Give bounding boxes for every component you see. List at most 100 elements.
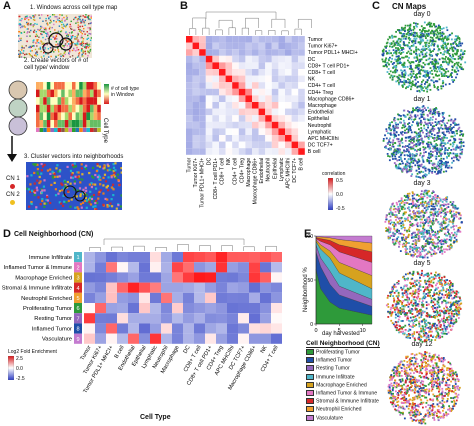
cn-legend-label: Immune Infiltrate [316, 373, 355, 380]
cn2-label: CN 2 [6, 192, 20, 198]
enrichment-heatmap: Immune Infiltrate 1 Inflamed Tumor & Immun… [2, 238, 282, 394]
cn-legend-label: Proliferating Tumor [316, 349, 360, 356]
panel-letter-d: D [3, 228, 11, 240]
corr-col-label: CD8+ T cell [220, 158, 226, 185]
day-label-0: day 0 [413, 11, 431, 18]
enrichment-colorbar-title: Log2 Fold Enrichment [8, 349, 57, 355]
corr-row-label: CD4+ T cell [308, 83, 335, 89]
panel-letter-e: E [304, 228, 312, 240]
corr-col-label: B cell [299, 158, 305, 171]
day-label-12: day 12 [411, 341, 433, 348]
cn-row-label: Inflamed Tumor & Immune [4, 265, 72, 271]
cn-legend-item: Vasculature [306, 414, 343, 421]
cn-legend-label: Macrophage Enriched [316, 382, 367, 389]
panel-a-step2: 2. Create vectors of # of cell type/ win… [24, 58, 89, 71]
corr-row-label: Macrophage [308, 103, 337, 109]
cn-row-label: Macrophage Enriched [15, 275, 72, 281]
corr-col-label: CD4+ T cell [233, 158, 239, 185]
cn-col-label: DC [182, 345, 191, 355]
panel-a: 1. Windows across cell type map 2. Creat… [0, 0, 178, 225]
cn-row-label: Immune Infiltrate [29, 255, 72, 261]
day-label-1: day 1 [413, 96, 431, 103]
arrow-down-icon [7, 136, 17, 162]
vector-legend-text: # of cell type in Window [111, 86, 140, 98]
cn-row-number: 6 [76, 306, 79, 312]
corr-row-label: Endothelial [308, 110, 334, 116]
enrich-tick-low: -2.5 [16, 376, 25, 382]
cn-legend-swatch [306, 349, 314, 355]
cn-map-stack [381, 21, 467, 425]
area-layer [315, 235, 373, 244]
enrich-tick-high: 2.5 [16, 356, 23, 362]
corr-tick-mid: 0.0 [336, 192, 343, 198]
corr-row-label: Epithelial [308, 116, 329, 122]
corr-col-label: CD4+ Treg [239, 158, 245, 183]
corr-col-label: Macrophage CD86+ [253, 158, 259, 205]
y-tick-label: 0 [310, 322, 313, 328]
panel-letter-b: B [180, 0, 188, 12]
cn-maps-title: CN Maps [392, 2, 427, 11]
corr-row-label: Tumor Ki67+ [308, 44, 338, 50]
cn-legend-label: Inflamed Tumor & Immune [316, 390, 378, 397]
cn-legend-label: Neutrophil Enriched [316, 406, 362, 413]
vector-colorbar [104, 84, 109, 104]
cn-map-0 [381, 21, 467, 93]
corr-row-label: APC MHCIIhi [308, 136, 339, 142]
cn-legend-item: Immune Infiltrate [306, 373, 355, 380]
cn-legend-item: Inflamed Tumor & Immune [306, 390, 377, 396]
cn-legend-swatch [306, 357, 314, 364]
corr-row-label: Lymphatic [308, 129, 332, 135]
cn-row-label: Proliferating Tumor [23, 306, 72, 312]
cell-type-map [18, 14, 92, 58]
cn-map-3 [385, 269, 463, 343]
cn-legend-swatch [306, 390, 314, 396]
cn-row-number: 2 [76, 265, 79, 271]
cn1-label: CN 1 [6, 176, 20, 182]
window-circles [8, 80, 28, 136]
cn-row-number: 4 [76, 286, 79, 292]
day-label-3: day 3 [413, 180, 431, 187]
corr-row-label: CD8+ T cell PD1+ [308, 63, 350, 69]
panel-a-step1: 1. Windows across cell type map [30, 5, 118, 11]
cn-legend-item: Proliferating Tumor [306, 349, 360, 355]
corr-row-label: Tumor [308, 37, 323, 43]
cn-legend-item: Macrophage Enriched [306, 381, 367, 389]
corr-row-label: Neutrophil [308, 123, 332, 129]
cn-row-label: Resting Tumor [34, 316, 72, 322]
corr-tick-high: 0.5 [336, 178, 343, 184]
cn-legend-label: Stromal & Immune Infiltrate [316, 398, 379, 405]
cn-row-number: 5 [76, 296, 79, 302]
cn-legend-item: Inflamed Tumor [306, 357, 352, 364]
cn-row-swatch [74, 292, 82, 303]
corr-tick-low: -0.5 [336, 206, 345, 212]
cn-legend-item: Stromal & Immune Infiltrate [306, 398, 379, 405]
cn-row-label: Neutrophil Enriched [21, 296, 72, 302]
enrich-tick-mid: 0.0 [16, 366, 23, 372]
corr-col-label: DC TCF7+ [292, 158, 298, 183]
cn-legend-swatch [306, 398, 314, 405]
panel-letter-a: A [3, 0, 11, 12]
corr-col-label: Epithelial [272, 158, 278, 179]
cn-map-1 [382, 105, 465, 179]
cn-legend-title: Cell Neighborhood (CN) [306, 340, 380, 348]
corr-col-label: Neutrophil [266, 158, 272, 182]
cn-row-swatch [74, 272, 82, 283]
enrichment-colorbar-bar [8, 356, 14, 380]
cn-row-swatch [74, 262, 82, 273]
cn-legend-swatch [306, 365, 314, 372]
cn-row-number: 7 [76, 316, 79, 322]
cn-row-label: Inflamed Tumor [32, 326, 72, 332]
cn-legend-label: Resting Tumor [316, 365, 350, 372]
panel-letter-c: C [372, 0, 380, 12]
cn-legend-item: Neutrophil Enriched [306, 406, 362, 413]
corr-row-label: NK [308, 77, 316, 83]
cn1-dot [10, 184, 15, 189]
cell-type-label: Cell Type [102, 118, 108, 143]
panel-d-title: Cell Neighborhood (CN) [14, 231, 94, 238]
cn-map-2 [384, 189, 463, 259]
corr-col-label: Tumor Ki67+ [193, 158, 199, 188]
corr-col-label: Endothelial [259, 158, 265, 184]
panel-a-step3: 3. Cluster vectors into neighborhoods [24, 154, 124, 160]
y-tick-label: 50 [307, 278, 313, 284]
